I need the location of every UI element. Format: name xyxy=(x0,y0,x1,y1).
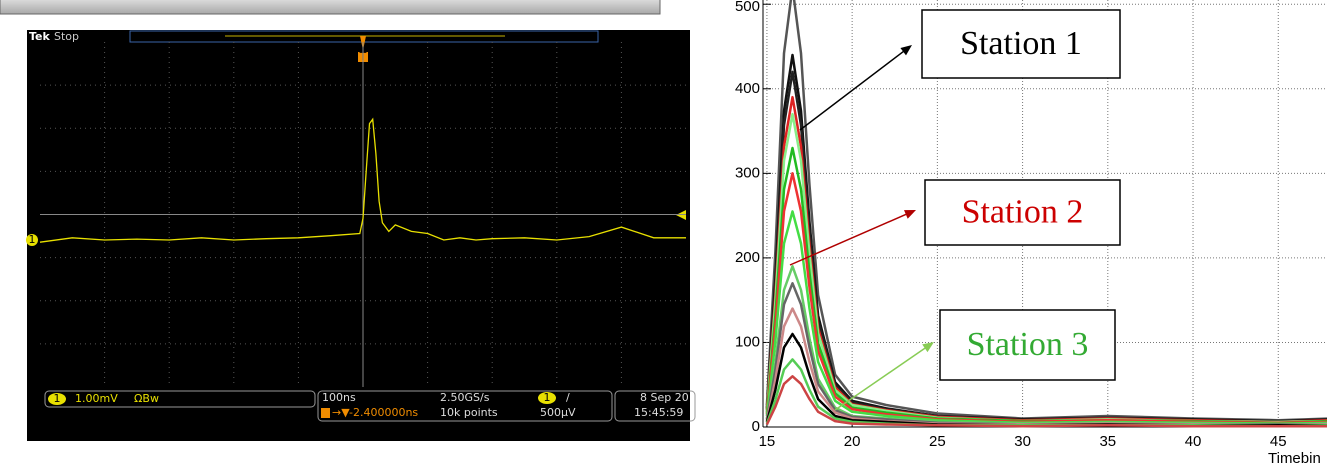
sample-rate: 2.50GS/s xyxy=(440,391,490,404)
x-axis-label: Timebin xyxy=(1268,450,1321,464)
trigger-position: -2.400000ns xyxy=(349,406,418,419)
y-tick-label: 100 xyxy=(735,333,760,350)
trigger-icon xyxy=(321,408,330,418)
x-tick-label: 15 xyxy=(759,433,776,450)
annotation-text: Station 1 xyxy=(960,25,1082,62)
x-tick-label: 20 xyxy=(844,433,861,450)
status: Stop xyxy=(54,30,79,43)
x-tick-label: 40 xyxy=(1185,433,1202,450)
annotation-arrow xyxy=(835,347,927,410)
x-tick-label: 25 xyxy=(929,433,946,450)
brand: Tek xyxy=(29,30,51,43)
trigger-channel: 1 xyxy=(544,391,551,404)
coupling: ΩBw xyxy=(134,392,159,405)
time: 15:45:59 xyxy=(634,406,683,419)
arrow-icon: →▼ xyxy=(332,406,350,419)
annotation-arrow xyxy=(800,50,906,130)
arrow-head xyxy=(922,342,934,352)
y-tick-label: 300 xyxy=(735,164,760,181)
annotation-text: Station 2 xyxy=(962,193,1084,230)
channel-marker: 1 xyxy=(29,233,36,246)
top-bar xyxy=(0,0,660,14)
x-tick-label: 30 xyxy=(1014,433,1031,450)
horizontal-scale: 100ns xyxy=(322,391,356,404)
y-tick-label: 400 xyxy=(735,80,760,97)
trigger-level: 500µV xyxy=(540,406,576,419)
record-length: 10k points xyxy=(440,406,498,419)
vertical-scale: 1.00mV xyxy=(75,392,118,405)
date: 8 Sep 20 xyxy=(640,391,689,404)
arrow-head xyxy=(900,45,912,55)
x-tick-label: 35 xyxy=(1099,433,1116,450)
y-tick-label: 200 xyxy=(735,249,760,266)
x-tick-label: 45 xyxy=(1270,433,1287,450)
y-tick-label: 500 xyxy=(735,0,760,15)
page: Tek Stop T 1 1 1.00mV ΩBw 100ns 2.50GS/s… xyxy=(0,0,1327,464)
oscilloscope: Tek Stop T 1 1 1.00mV ΩBw 100ns 2.50GS/s… xyxy=(26,30,695,441)
annotation-text: Station 3 xyxy=(967,326,1089,363)
trigger-slope: / xyxy=(566,391,570,404)
channel-label: 1 xyxy=(54,392,61,405)
